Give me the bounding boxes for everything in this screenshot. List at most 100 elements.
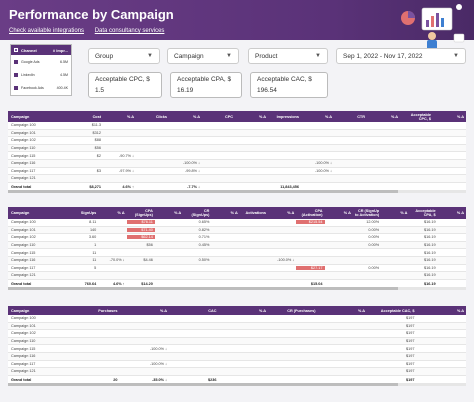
channel-option[interactable]: Google Ads 6.5M bbox=[11, 55, 71, 68]
table-row[interactable]: Campaign 110 $197 bbox=[8, 337, 466, 346]
column-header[interactable]: Acceptable CPC, $ bbox=[410, 112, 431, 121]
column-header[interactable]: % Δ bbox=[126, 114, 134, 119]
product-dropdown[interactable]: Product ▼ bbox=[248, 48, 328, 64]
column-header[interactable]: CAC bbox=[208, 308, 217, 313]
table-row[interactable]: Campaign 102 3.60 $62.14 0.71% 0.00% $16.19 bbox=[8, 234, 466, 242]
row-label: Campaign 101 bbox=[11, 227, 36, 232]
column-header[interactable]: % Δ bbox=[400, 211, 408, 215]
horizontal-scrollbar[interactable] bbox=[8, 383, 466, 387]
integrations-link[interactable]: Check available integrations bbox=[9, 28, 85, 34]
horizontal-scrollbar[interactable] bbox=[8, 287, 466, 291]
table-row[interactable]: Campaign 121 $197 bbox=[8, 368, 466, 376]
column-header[interactable]: % Δ bbox=[357, 308, 365, 313]
table-row[interactable]: Campaign 100 8.11 $76.11 0.65% $215.54 12.00%… bbox=[8, 219, 466, 227]
column-header[interactable]: % Δ bbox=[343, 211, 351, 215]
channel-option[interactable]: LinkedIn 4.5M bbox=[11, 68, 71, 81]
column-header[interactable]: % Δ bbox=[324, 114, 332, 119]
cpc-input-value[interactable]: 1.5 bbox=[95, 87, 105, 94]
cpc-input[interactable]: Acceptable CPC, $ 1.5 bbox=[88, 72, 162, 98]
table-cell: $76.11 bbox=[126, 220, 155, 225]
table-row[interactable]: Campaign 121 bbox=[8, 175, 466, 183]
table-row[interactable]: Campaign 116 -100.0% ↓ -100.0% ↓ bbox=[8, 159, 466, 168]
column-header[interactable]: Campaign bbox=[11, 211, 30, 215]
table-cell: $16.19 bbox=[424, 220, 436, 225]
column-header[interactable]: % Δ bbox=[456, 308, 464, 313]
column-header[interactable]: CR (Purchases) bbox=[287, 308, 316, 313]
checkbox-icon[interactable] bbox=[14, 59, 18, 64]
cpa-input[interactable]: Acceptable CPA, $ 16.19 bbox=[170, 72, 242, 98]
table-row[interactable]: Campaign 115 11 $16.19 bbox=[8, 249, 466, 257]
column-header[interactable]: % Δ bbox=[230, 211, 238, 215]
channel-option[interactable]: Facebook Ads 400.4K bbox=[11, 81, 71, 94]
table-row[interactable]: Campaign 102 $197 bbox=[8, 330, 466, 338]
table-header-row: Campaign SignUps% Δ CPA (SignUps)% Δ CR (Si… bbox=[8, 207, 466, 219]
column-header[interactable]: CTR bbox=[357, 114, 365, 119]
table-row[interactable]: Campaign 116 11 -70.0% ↓ $4.46 0.50% -100.0% … bbox=[8, 256, 466, 265]
column-header[interactable]: Acceptable CAC, $ bbox=[380, 308, 415, 313]
channel-option-label: LinkedIn bbox=[21, 72, 35, 77]
table-row[interactable]: Campaign 110 $56 bbox=[8, 144, 466, 153]
column-header[interactable]: % Δ bbox=[390, 114, 398, 119]
column-header[interactable]: Activations bbox=[245, 211, 266, 215]
table-row[interactable]: Campaign 115 $2 -90.7% ↓ bbox=[8, 152, 466, 160]
chevron-down-icon: ▼ bbox=[147, 53, 153, 59]
table-row[interactable]: Campaign 100 $11.3 bbox=[8, 122, 466, 130]
column-header[interactable]: CR (SignUp to Activation) bbox=[354, 209, 380, 217]
column-header[interactable]: % Δ bbox=[287, 211, 295, 215]
column-header[interactable]: Purchases bbox=[98, 308, 118, 313]
table-row[interactable]: Campaign 101 $312 bbox=[8, 129, 466, 138]
checkbox-icon[interactable] bbox=[14, 85, 18, 90]
table-cell: 8.11 bbox=[89, 220, 97, 225]
column-header[interactable]: Campaign bbox=[11, 114, 30, 119]
select-all-checkbox[interactable] bbox=[14, 48, 18, 52]
column-header[interactable]: CR (SignUps) bbox=[191, 209, 210, 217]
channel-filter-header[interactable]: Channel # Impr... bbox=[11, 45, 71, 55]
column-header[interactable]: % Δ bbox=[117, 211, 125, 215]
row-label: Campaign 101 bbox=[11, 130, 36, 135]
column-header[interactable]: Cost bbox=[92, 114, 101, 119]
table-row[interactable]: Campaign 101 $197 bbox=[8, 322, 466, 331]
column-header[interactable]: % Δ bbox=[456, 211, 464, 215]
table-row[interactable]: Campaign 121 $16.19 bbox=[8, 272, 466, 280]
column-header[interactable]: CPC bbox=[224, 114, 233, 119]
consultancy-link[interactable]: Data consultancy services bbox=[94, 28, 165, 34]
cac-input-value[interactable]: 196.54 bbox=[257, 87, 277, 94]
table-row[interactable]: Campaign 117 -100.0% ↓ $197 bbox=[8, 361, 466, 369]
table-row[interactable]: Campaign 102 $88 bbox=[8, 137, 466, 145]
column-header[interactable]: CPA (SignUps) bbox=[134, 209, 153, 217]
table-row[interactable]: Campaign 116 $197 bbox=[8, 352, 466, 361]
column-header[interactable]: CPA (Activation) bbox=[301, 209, 323, 217]
column-header[interactable]: % Δ bbox=[258, 114, 266, 119]
cpa-input-value[interactable]: 16.19 bbox=[177, 87, 194, 94]
campaign-dropdown[interactable]: Campaign ▼ bbox=[167, 48, 239, 64]
table-row[interactable]: Campaign 117 5 $27.17 0.00% $16.19 bbox=[8, 265, 466, 273]
column-header[interactable]: Acceptable CPA, $ bbox=[415, 209, 436, 217]
table-row[interactable]: Campaign 117 $3 -97.9% ↓ -99.8% ↓ -100.0% ↓ bbox=[8, 168, 466, 176]
checkbox-icon[interactable] bbox=[14, 72, 18, 77]
column-header[interactable]: Clicks bbox=[155, 114, 167, 119]
table-cell: $197 bbox=[406, 377, 415, 382]
column-header[interactable]: SignUps bbox=[80, 211, 97, 215]
column-header[interactable]: % Δ bbox=[159, 308, 167, 313]
date-range-picker[interactable]: Sep 1, 2022 - Nov 17, 2022 ▼ bbox=[336, 48, 466, 64]
table-row[interactable]: Campaign 110 1 $56 0.45% 0.00% $16.19 bbox=[8, 241, 466, 250]
cac-input[interactable]: Acceptable CAC, $ 196.54 bbox=[250, 72, 328, 98]
column-header[interactable]: Impressions bbox=[276, 114, 299, 119]
table-row[interactable]: Campaign 101 140 $71.40 0.82% 0.00% $16.19 bbox=[8, 226, 466, 235]
column-header[interactable]: Campaign bbox=[11, 308, 30, 313]
group-dropdown[interactable]: Group ▼ bbox=[88, 48, 160, 64]
column-header[interactable]: % Δ bbox=[174, 211, 182, 215]
scrollbar-thumb[interactable] bbox=[8, 287, 398, 291]
table-row[interactable]: Campaign 100 $197 bbox=[8, 315, 466, 323]
row-label: Campaign 102 bbox=[11, 331, 36, 336]
horizontal-scrollbar[interactable] bbox=[8, 190, 466, 194]
column-header[interactable]: % Δ bbox=[258, 308, 266, 313]
column-header[interactable]: % Δ bbox=[192, 114, 200, 119]
scrollbar-thumb[interactable] bbox=[8, 190, 398, 194]
scrollbar-thumb[interactable] bbox=[8, 383, 398, 387]
table-cell: 4.6% ↑ bbox=[122, 184, 134, 189]
channel-filter-control[interactable]: Channel # Impr... Google Ads 6.5M Linked… bbox=[10, 44, 72, 96]
cac-input-label: Acceptable CAC, $ bbox=[257, 76, 312, 83]
table-row[interactable]: Campaign 115 -100.0% ↓ $197 bbox=[8, 345, 466, 353]
column-header[interactable]: % Δ bbox=[456, 114, 464, 119]
